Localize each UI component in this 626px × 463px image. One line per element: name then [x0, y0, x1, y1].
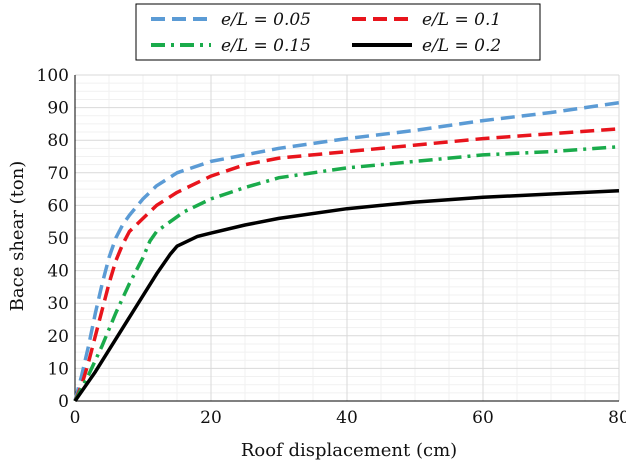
y-tick-label: 50 [47, 229, 69, 249]
series-line-4 [73, 188, 620, 402]
legend-label-1: e/L = 0.05 [221, 10, 311, 30]
x-tick-label: 20 [200, 408, 222, 428]
legend-label-3: e/L = 0.15 [221, 36, 311, 56]
y-tick-label: 70 [47, 164, 69, 184]
legend-label-2: e/L = 0.1 [422, 10, 501, 30]
legend-label-4: e/L = 0.2 [422, 36, 501, 56]
y-tick-label: 20 [47, 327, 69, 347]
x-tick-label: 60 [472, 408, 494, 428]
x-axis-title: Roof displacement (cm) [241, 440, 457, 461]
y-tick-label: 0 [58, 392, 69, 412]
axes [74, 75, 619, 402]
tick-labels: 0 10 20 30 40 50 60 70 80 90 100 0 20 40 60 80 [37, 66, 626, 428]
y-tick-label: 10 [47, 359, 69, 379]
y-tick-label: 40 [47, 262, 69, 282]
y-tick-label: 60 [47, 196, 69, 216]
legend-frame [135, 3, 541, 61]
x-tick-label: 80 [608, 408, 626, 428]
x-tick-label: 40 [336, 408, 358, 428]
y-tick-label: 100 [37, 66, 69, 86]
series-line-3 [73, 144, 620, 402]
y-tick-label: 30 [47, 294, 69, 314]
series-line-1 [73, 100, 620, 402]
y-tick-label: 90 [47, 99, 69, 119]
x-tick-label: 0 [70, 408, 81, 428]
series-line-2 [73, 127, 620, 402]
y-axis-title: Bace shear (ton) [7, 161, 28, 312]
plot-area [73, 100, 620, 402]
y-tick-label: 80 [47, 131, 69, 151]
legend: e/L = 0.05 e/L = 0.1 e/L = 0.15 e/L = 0.2 [135, 3, 541, 61]
grid [74, 74, 620, 402]
